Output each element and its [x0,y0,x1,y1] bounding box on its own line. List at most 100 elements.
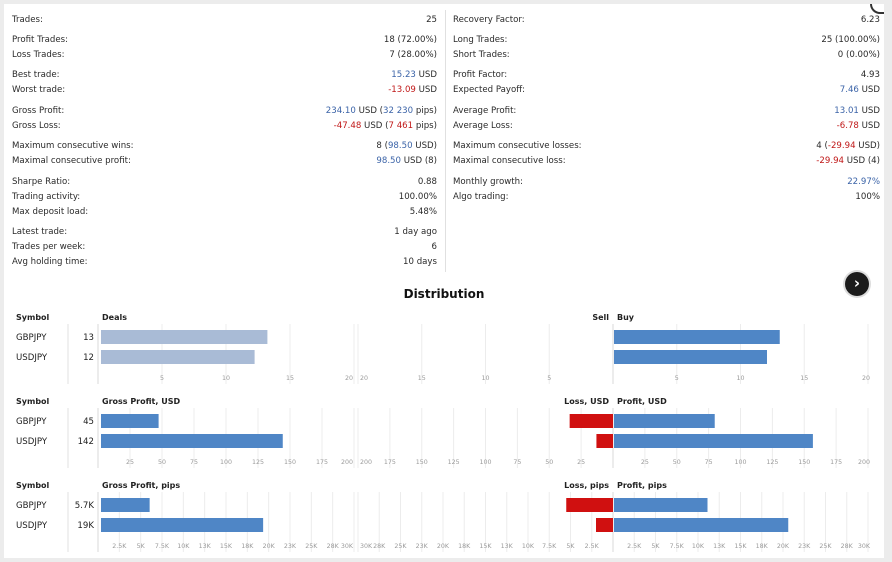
tick-label: 175 [316,459,328,466]
tick-label: 200 [341,459,353,466]
tick-label: 10K [522,543,535,550]
tick-label: 150 [416,459,428,466]
stat-value: 6.23 [861,13,880,28]
stat-row: Profit Factor: 4.93 [453,68,880,83]
tick-label: 18K [756,543,769,550]
stat-row: Maximum consecutive losses: 4 (-29.94 USD… [453,139,880,154]
stat-label: Expected Payoff: [453,85,526,95]
stat-row: Short Trades: 0 (0.00%) [453,48,880,63]
stat-row: Trading activity: 100.00% [12,190,437,205]
stat-value-part: USD ( [361,121,389,131]
stat-label: Latest trade: [12,227,68,237]
tick-label: 25K [819,543,832,550]
tick-label: 50 [158,459,166,466]
stat-value-part: USD [415,70,437,80]
bar-gross-profit-usd [101,434,283,448]
bar-profit [614,434,813,448]
stat-row: Algo trading: 100% [453,190,880,205]
stat-value-part: -29.94 [827,141,856,151]
stat-label: Maximal consecutive profit: [12,156,131,166]
tick-label: 200 [858,459,870,466]
bar-profit [614,350,767,364]
symbol-label: USDJPY [16,521,48,531]
tick-label: 30K [360,543,373,550]
tick-label: 23K [416,543,429,550]
stat-value: 6 [432,240,437,255]
bar-profit [614,498,708,512]
stat-value: 0 (0.00%) [838,48,880,63]
tick-label: 5K [137,543,146,550]
stat-value-part: 25 (100.00%) [821,35,880,45]
stat-value: 7 (28.00%) [389,48,437,63]
tick-label: 20K [777,543,790,550]
tick-label: 150 [798,459,810,466]
bar-deals [101,350,255,364]
stat-row: Maximum consecutive wins: 8 (98.50 USD) [12,139,437,154]
stat-value-part: -13.09 [388,85,416,95]
next-page-button[interactable]: › [845,272,869,296]
stat-value-part: USD) [412,141,437,151]
symbol-label: GBPJPY [16,333,47,343]
tick-label: 125 [766,459,778,466]
tick-label: 15K [479,543,492,550]
tick-label: 28K [373,543,386,550]
stat-row: Maximal consecutive profit: 98.50 USD (8) [12,154,437,169]
tick-label: 10K [692,543,705,550]
stat-value-part: -47.48 [333,121,362,131]
tick-label: 100 [479,459,491,466]
tick-label: 10 [481,375,489,382]
stat-value-part: 25 [426,15,437,25]
stat-value-part: 10 days [403,257,437,267]
bar-loss [569,414,613,428]
statistics-table: Trades: 25 Profit Trades: 18 (72.00%) Loss T… [4,4,884,276]
tick-label: 7.5K [155,543,170,550]
tick-label: 15 [418,375,426,382]
stat-label: Monthly growth: [453,177,523,187]
stat-value-part: USD (8) [401,156,437,166]
trading-statistics-panel: Trades: 25 Profit Trades: 18 (72.00%) Loss T… [4,4,884,558]
stat-value-part: 1 day ago [394,227,437,237]
stat-label: Sharpe Ratio: [12,177,71,187]
stat-value-part: USD [858,85,880,95]
stat-row: Maximal consecutive loss: -29.94 USD (4) [453,154,880,169]
distribution-title: Distribution [403,287,485,301]
stat-value-part: USD ( [355,106,384,116]
stat-label: Trades: [12,15,43,25]
stat-value: 98.50 USD (8) [376,154,437,169]
chart-title: Loss, USD [564,397,609,406]
tick-label: 30K [341,543,354,550]
stat-row: Worst trade: -13.09 USD [12,83,437,98]
stat-value: 100% [855,190,880,205]
stat-value-part: 6 [431,242,437,252]
stat-label: Max deposit load: [12,207,89,217]
stat-value-part: 6.23 [860,15,880,25]
stat-value: 1 day ago [394,225,437,240]
stat-value-part: USD) [855,141,880,151]
data-label: 142 [78,437,94,447]
bar-profit [614,330,780,344]
tick-label: 13K [199,543,212,550]
tick-label: 25 [577,459,585,466]
chart-title: Loss, pips [564,481,609,490]
symbol-label: GBPJPY [16,501,47,511]
stat-value: 100.00% [399,190,437,205]
tick-label: 23K [798,543,811,550]
chart-title: Gross Profit, pips [102,481,180,490]
stat-label: Avg holding time: [12,257,88,267]
stat-value: -6.78 USD [837,119,880,134]
stat-label: Long Trades: [453,35,508,45]
stat-label: Maximal consecutive loss: [453,156,566,166]
stat-label: Average Loss: [453,121,513,131]
symbol-header: Symbol [16,397,50,406]
data-label: 19K [77,521,94,531]
corner-control [870,4,884,14]
bar-gross-profit-pips [101,518,264,532]
stat-label: Algo trading: [453,192,509,202]
tick-label: 28K [841,543,854,550]
tick-label: 200 [360,459,372,466]
tick-label: 175 [384,459,396,466]
tick-label: 100 [734,459,746,466]
tick-label: 25K [394,543,407,550]
stat-value-part: 7 (28.00%) [389,50,437,60]
symbol-label: USDJPY [16,437,48,447]
